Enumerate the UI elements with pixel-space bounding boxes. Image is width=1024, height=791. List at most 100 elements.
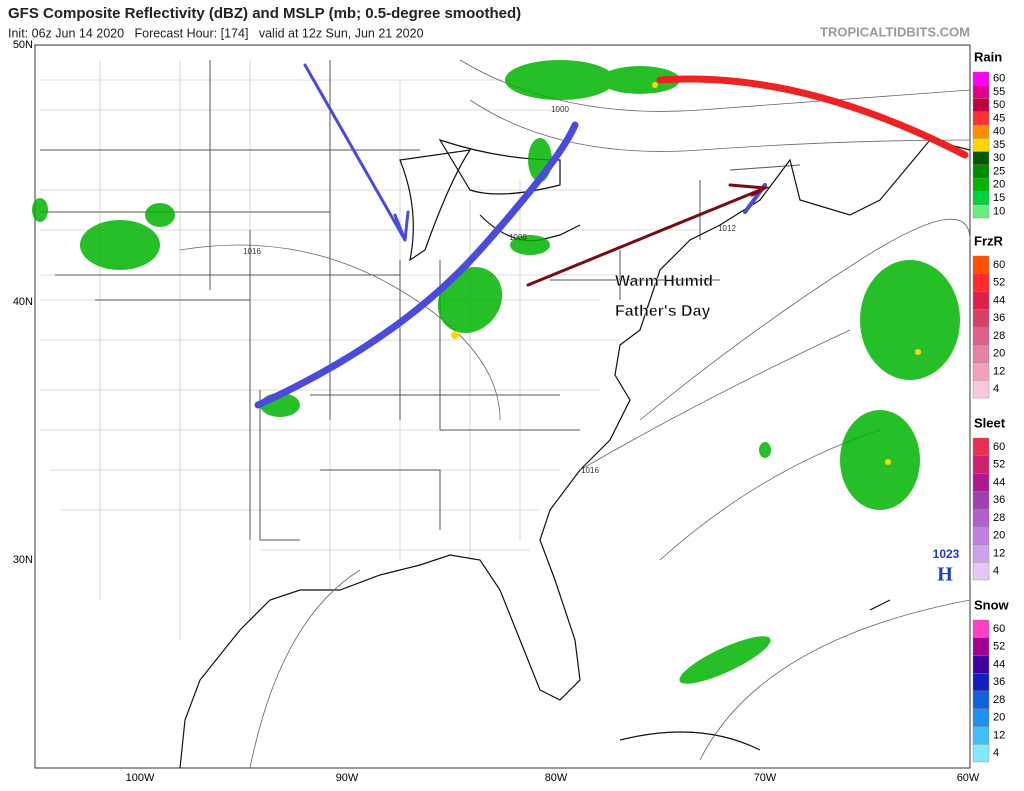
isobars [179, 59, 971, 769]
legend-tick: 20 [993, 179, 1005, 191]
legend-tick: 15 [993, 192, 1005, 204]
lat-label: 50N [13, 39, 33, 51]
legend-tick: 60 [993, 259, 1005, 271]
legend-swatch [972, 98, 990, 113]
legend-swatch [972, 637, 990, 656]
legend-tick: 25 [993, 165, 1005, 177]
heavy-cells [451, 82, 921, 465]
legend-swatch [972, 151, 990, 166]
legend-tick: 20 [993, 348, 1005, 360]
legend-swatch [972, 744, 990, 763]
legend-swatch [972, 177, 990, 192]
legend-tick: 10 [993, 205, 1005, 217]
annotation: Warm Humid [615, 273, 713, 290]
legend-swatch [972, 291, 990, 310]
legend-swatch [972, 255, 990, 274]
legend-tick: 52 [993, 277, 1005, 289]
high-label: H [937, 564, 953, 586]
precipitation [32, 60, 960, 684]
isobar-label: 1000 [551, 105, 569, 114]
legend-tick: 52 [993, 641, 1005, 653]
legend-title: Snow [974, 597, 1010, 612]
legend-tick: 44 [993, 294, 1005, 306]
lat-label: 40N [13, 296, 33, 308]
legend-tick: 30 [993, 152, 1005, 164]
title: GFS Composite Reflectivity (dBZ) and MSL… [8, 5, 521, 22]
legend-tick: 20 [993, 530, 1005, 542]
legend-swatch [972, 544, 990, 563]
legend-tick: 36 [993, 676, 1005, 688]
legend-title: Rain [974, 49, 1002, 64]
legend-swatch [972, 204, 990, 219]
state-borders [40, 60, 801, 541]
legend-title: Sleet [974, 415, 1006, 430]
map [32, 44, 971, 769]
legend-swatch [972, 526, 990, 545]
legend-tick: 55 [993, 86, 1005, 98]
legend-swatch [972, 164, 990, 179]
legend-tick: 60 [993, 441, 1005, 453]
legend-tick: 52 [993, 459, 1005, 471]
legend-swatch [972, 673, 990, 692]
map-frame [34, 44, 971, 769]
legend-tick: 35 [993, 139, 1005, 151]
legend-tick: 44 [993, 476, 1005, 488]
legend-swatch [972, 309, 990, 328]
legend-tick: 36 [993, 494, 1005, 506]
legend-swatch [972, 726, 990, 745]
lon-label: 70W [754, 772, 777, 784]
legend-swatch [972, 473, 990, 492]
legend-swatch [972, 455, 990, 474]
isobar-label: 1012 [718, 224, 736, 233]
legend-swatch [972, 362, 990, 381]
source: TROPICALTIDBITS.COM [820, 24, 970, 39]
legend-tick: 28 [993, 512, 1005, 524]
legend-tick: 45 [993, 112, 1005, 124]
legend-swatch [972, 326, 990, 345]
isobar-label: 1008 [509, 233, 527, 242]
legend-tick: 60 [993, 73, 1005, 85]
legend-swatch [972, 191, 990, 205]
legend-swatch [972, 85, 990, 99]
lon-label: 80W [545, 772, 568, 784]
legend-swatch [972, 71, 990, 86]
analysis-arrows [254, 63, 969, 409]
lon-label: 100W [126, 772, 155, 784]
legend-swatch [972, 508, 990, 527]
lon-label: 60W [957, 772, 980, 784]
lat-label: 30N [13, 554, 33, 566]
legend-swatch [972, 690, 990, 709]
isobar-label: 1016 [581, 466, 599, 475]
legend-swatch [972, 138, 990, 152]
annotation: Father's Day [615, 303, 711, 320]
legend-title: FrzR [974, 233, 1004, 248]
legend-swatch [972, 655, 990, 674]
legend-tick: 50 [993, 99, 1005, 111]
legend-swatch [972, 344, 990, 363]
legend-tick: 28 [993, 694, 1005, 706]
subtitle: Init: 06z Jun 14 2020 Forecast Hour: [17… [8, 26, 424, 40]
legend-swatch [972, 708, 990, 727]
legend-swatch [972, 437, 990, 456]
legend-tick: 36 [993, 312, 1005, 324]
legend-tick: 4 [993, 383, 999, 395]
legend: Rain6055504540353025201510FrzR6052443628… [972, 49, 1010, 763]
legend-tick: 12 [993, 729, 1005, 741]
legend-swatch [972, 491, 990, 510]
legend-tick: 20 [993, 712, 1005, 724]
legend-swatch [972, 124, 990, 139]
legend-swatch [972, 111, 990, 126]
legend-swatch [972, 273, 990, 292]
legend-tick: 4 [993, 747, 999, 759]
legend-tick: 12 [993, 547, 1005, 559]
legend-swatch [972, 380, 990, 399]
legend-tick: 4 [993, 565, 999, 577]
legend-tick: 44 [993, 658, 1005, 670]
legend-tick: 12 [993, 365, 1005, 377]
legend-tick: 28 [993, 330, 1005, 342]
high-pressure: 1023 [933, 547, 960, 561]
lon-label: 90W [336, 772, 359, 784]
isobar-label: 1016 [243, 247, 261, 256]
legend-tick: 40 [993, 126, 1005, 138]
